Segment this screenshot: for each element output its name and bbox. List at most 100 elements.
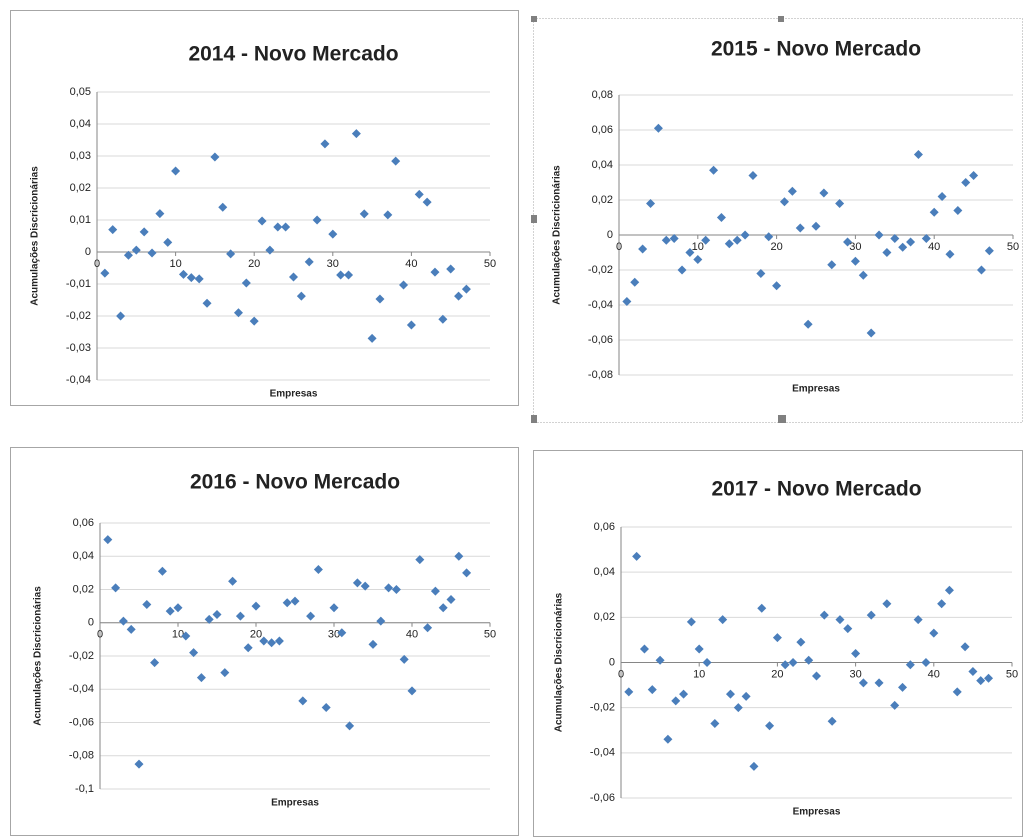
point [921, 658, 931, 667]
point [945, 249, 955, 259]
point [850, 256, 860, 266]
point [827, 260, 837, 270]
y-tick-label: -0,04 [69, 683, 94, 695]
point [913, 615, 923, 625]
point [984, 673, 994, 683]
point [953, 206, 963, 215]
point [913, 150, 923, 159]
y-tick-label: -0,04 [590, 747, 615, 759]
point [336, 270, 346, 280]
point [220, 668, 230, 678]
point [281, 222, 291, 232]
point [430, 267, 440, 277]
x-tick-label: 30 [849, 668, 861, 680]
point [171, 166, 181, 176]
point [968, 667, 978, 677]
point [671, 696, 681, 706]
x-tick-label: 50 [1007, 241, 1019, 253]
point [391, 585, 401, 594]
point [632, 551, 642, 561]
point [843, 624, 853, 634]
handle[interactable] [531, 16, 537, 22]
point [733, 703, 743, 713]
y-tick-label: -0,02 [590, 702, 615, 714]
point [313, 565, 323, 575]
point [337, 628, 347, 638]
point [126, 624, 136, 634]
y-tick-label: -0,01 [66, 278, 91, 290]
point [345, 721, 355, 731]
x-tick-label: 50 [484, 629, 496, 641]
y-axis-label: Acumulações Discricionárias [552, 165, 563, 305]
x-tick-label: 40 [405, 258, 417, 270]
point [235, 611, 245, 621]
y-tick-label: 0,02 [70, 182, 91, 194]
y-axis-label: Acumulações Discricionárias [33, 586, 44, 726]
x-tick-label: 50 [484, 258, 496, 270]
point [827, 716, 837, 726]
handle[interactable] [778, 16, 784, 22]
point [196, 673, 206, 683]
point [194, 274, 204, 284]
y-tick-label: 0,06 [592, 124, 613, 136]
x-tick-label: 10 [692, 241, 704, 253]
point [228, 576, 238, 586]
point [748, 171, 758, 180]
point [430, 586, 440, 596]
chart-frame-selected[interactable] [533, 18, 1023, 423]
y-tick-label: -0,04 [66, 374, 91, 386]
x-tick-label: 30 [328, 629, 340, 641]
point [306, 611, 316, 621]
x-axis-label: Empresas [271, 798, 319, 809]
x-tick-label: 40 [928, 241, 940, 253]
point [422, 197, 432, 207]
point [921, 234, 931, 243]
point [646, 199, 656, 208]
handle[interactable] [531, 215, 537, 223]
point [218, 202, 228, 212]
y-tick-label: -0,03 [66, 342, 91, 354]
point [647, 685, 657, 695]
x-tick-label: 0 [97, 629, 103, 641]
handle[interactable] [778, 415, 786, 423]
point [329, 603, 339, 613]
handle[interactable] [531, 415, 537, 423]
point [685, 248, 695, 257]
point [890, 700, 900, 710]
point [630, 277, 640, 287]
point [111, 583, 121, 593]
point [677, 265, 687, 275]
point [321, 703, 331, 713]
point [359, 209, 369, 219]
point [866, 328, 876, 338]
chart-frame [533, 450, 1023, 837]
x-axis-label: Empresas [270, 389, 318, 400]
y-tick-label: -0,08 [69, 750, 94, 762]
point [906, 237, 916, 247]
x-tick-label: 50 [1006, 668, 1018, 680]
point [702, 658, 712, 667]
point [384, 583, 394, 593]
point [257, 216, 267, 226]
point [399, 280, 409, 290]
point [118, 616, 128, 626]
point [693, 255, 703, 264]
chart-frame [10, 10, 519, 406]
point [866, 610, 876, 620]
y-tick-label: 0,04 [592, 159, 613, 171]
point [976, 676, 986, 686]
point [772, 281, 782, 291]
point [210, 152, 220, 162]
point [898, 682, 908, 692]
y-tick-label: 0,04 [70, 118, 91, 130]
point [163, 237, 173, 247]
point [663, 734, 673, 744]
selection-handles[interactable] [531, 16, 786, 423]
y-tick-label: 0 [609, 656, 615, 668]
point [352, 578, 362, 588]
y-axis-label: Acumulações Discricionárias [554, 592, 565, 732]
point [189, 648, 199, 658]
point [304, 257, 314, 267]
point [454, 291, 464, 301]
point [368, 639, 378, 649]
